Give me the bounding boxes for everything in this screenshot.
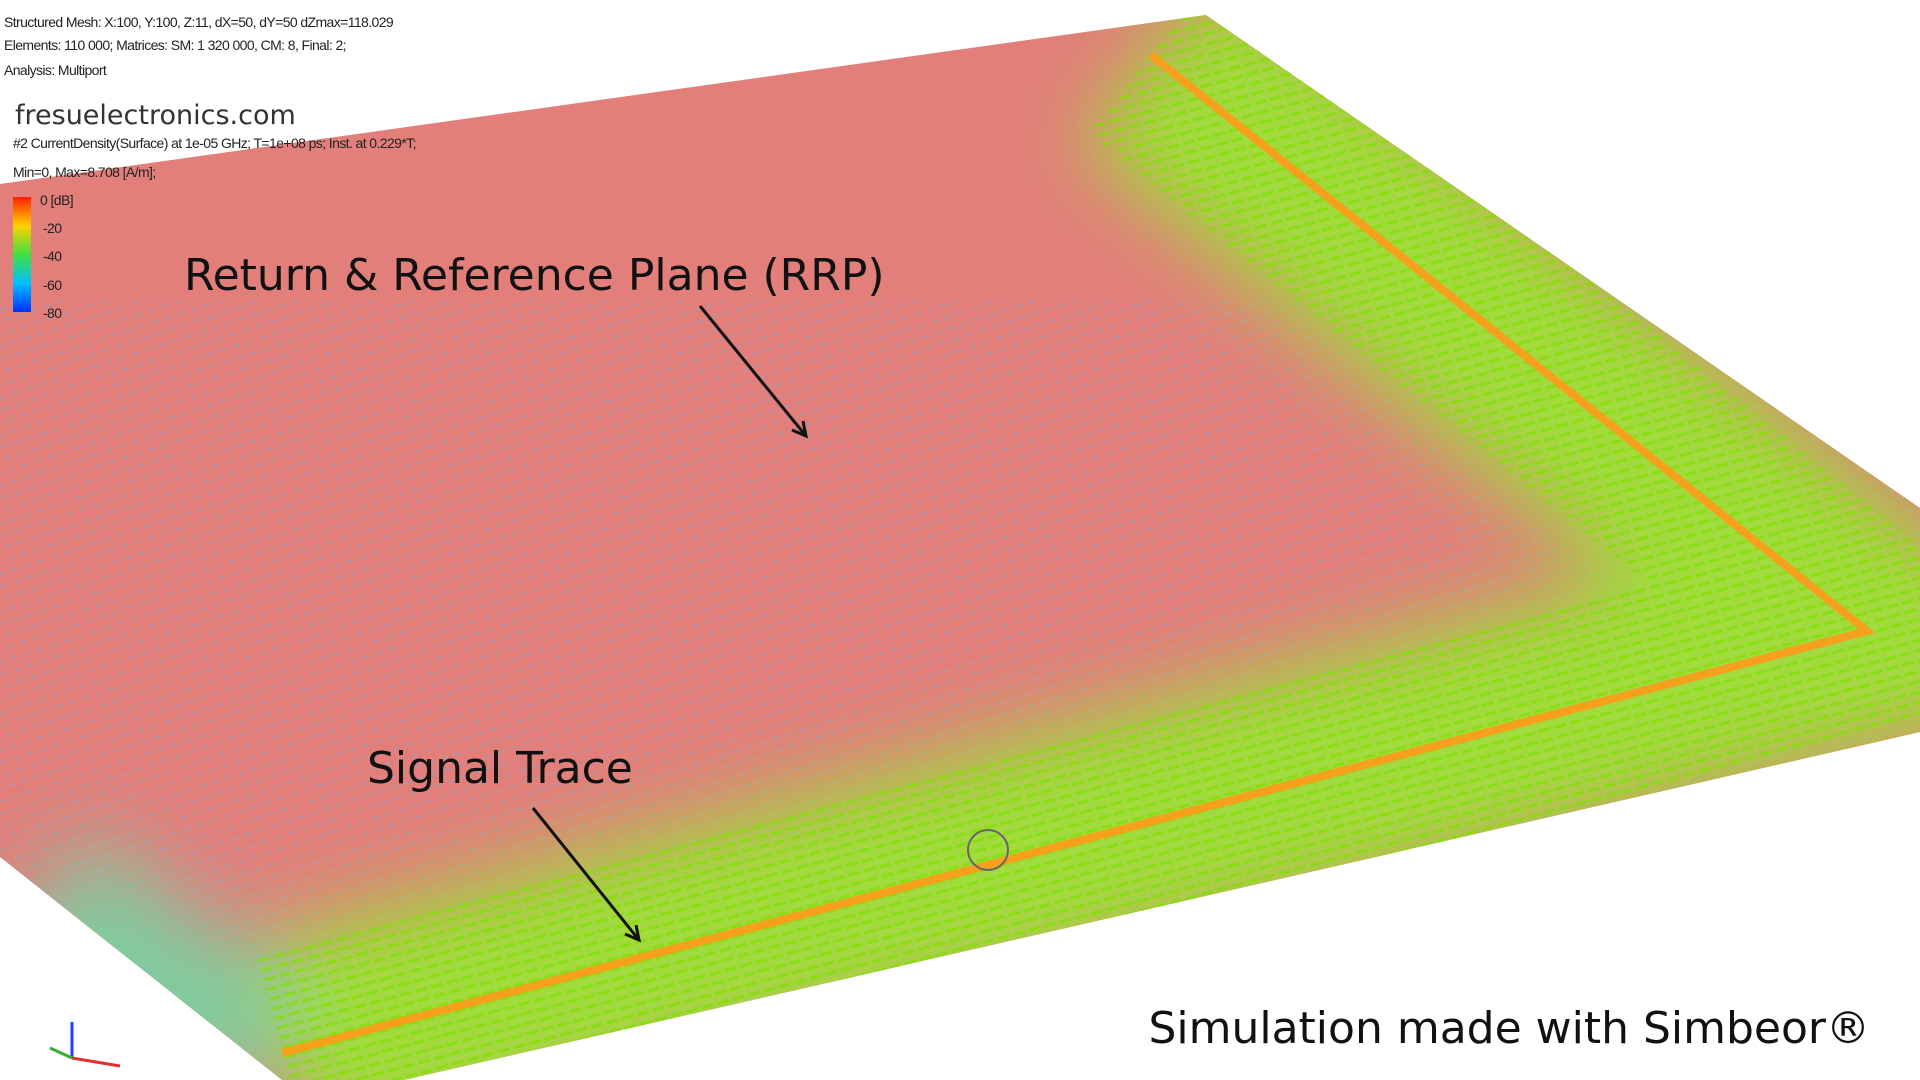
trace-annotation: Signal Trace — [367, 743, 633, 794]
axis-triad — [49, 1022, 121, 1068]
colorbar-scale — [13, 197, 31, 312]
header-line: Elements: 110 000; Matrices: SM: 1 320 0… — [4, 37, 346, 53]
colorbar-label: -60 — [43, 277, 62, 293]
colorbar-label: -80 — [43, 305, 62, 321]
header: Structured Mesh: X:100, Y:100, Z:11, dX=… — [4, 14, 395, 78]
colorbar: 0 [dB] -20 -40 -60 -80 — [13, 192, 74, 321]
footer: Simulation made with Simbeor® — [1148, 1003, 1870, 1054]
colorbar-label: 0 [dB] — [40, 192, 73, 208]
colorbar-label: -20 — [43, 220, 62, 236]
plot-info: Min=0, Max=8.708 [A/m]; — [13, 164, 156, 180]
plot-info: #2 CurrentDensity(Surface) at 1e-05 GHz;… — [13, 135, 416, 151]
colorbar-label: -40 — [43, 248, 62, 264]
watermark: fresuelectronics.com — [15, 100, 296, 131]
header-line: Structured Mesh: X:100, Y:100, Z:11, dX=… — [4, 14, 394, 30]
header-line: Analysis: Multiport — [4, 62, 107, 78]
plane-annotation: Return & Reference Plane (RRP) — [184, 250, 885, 301]
annotation-arrows — [531, 305, 809, 943]
